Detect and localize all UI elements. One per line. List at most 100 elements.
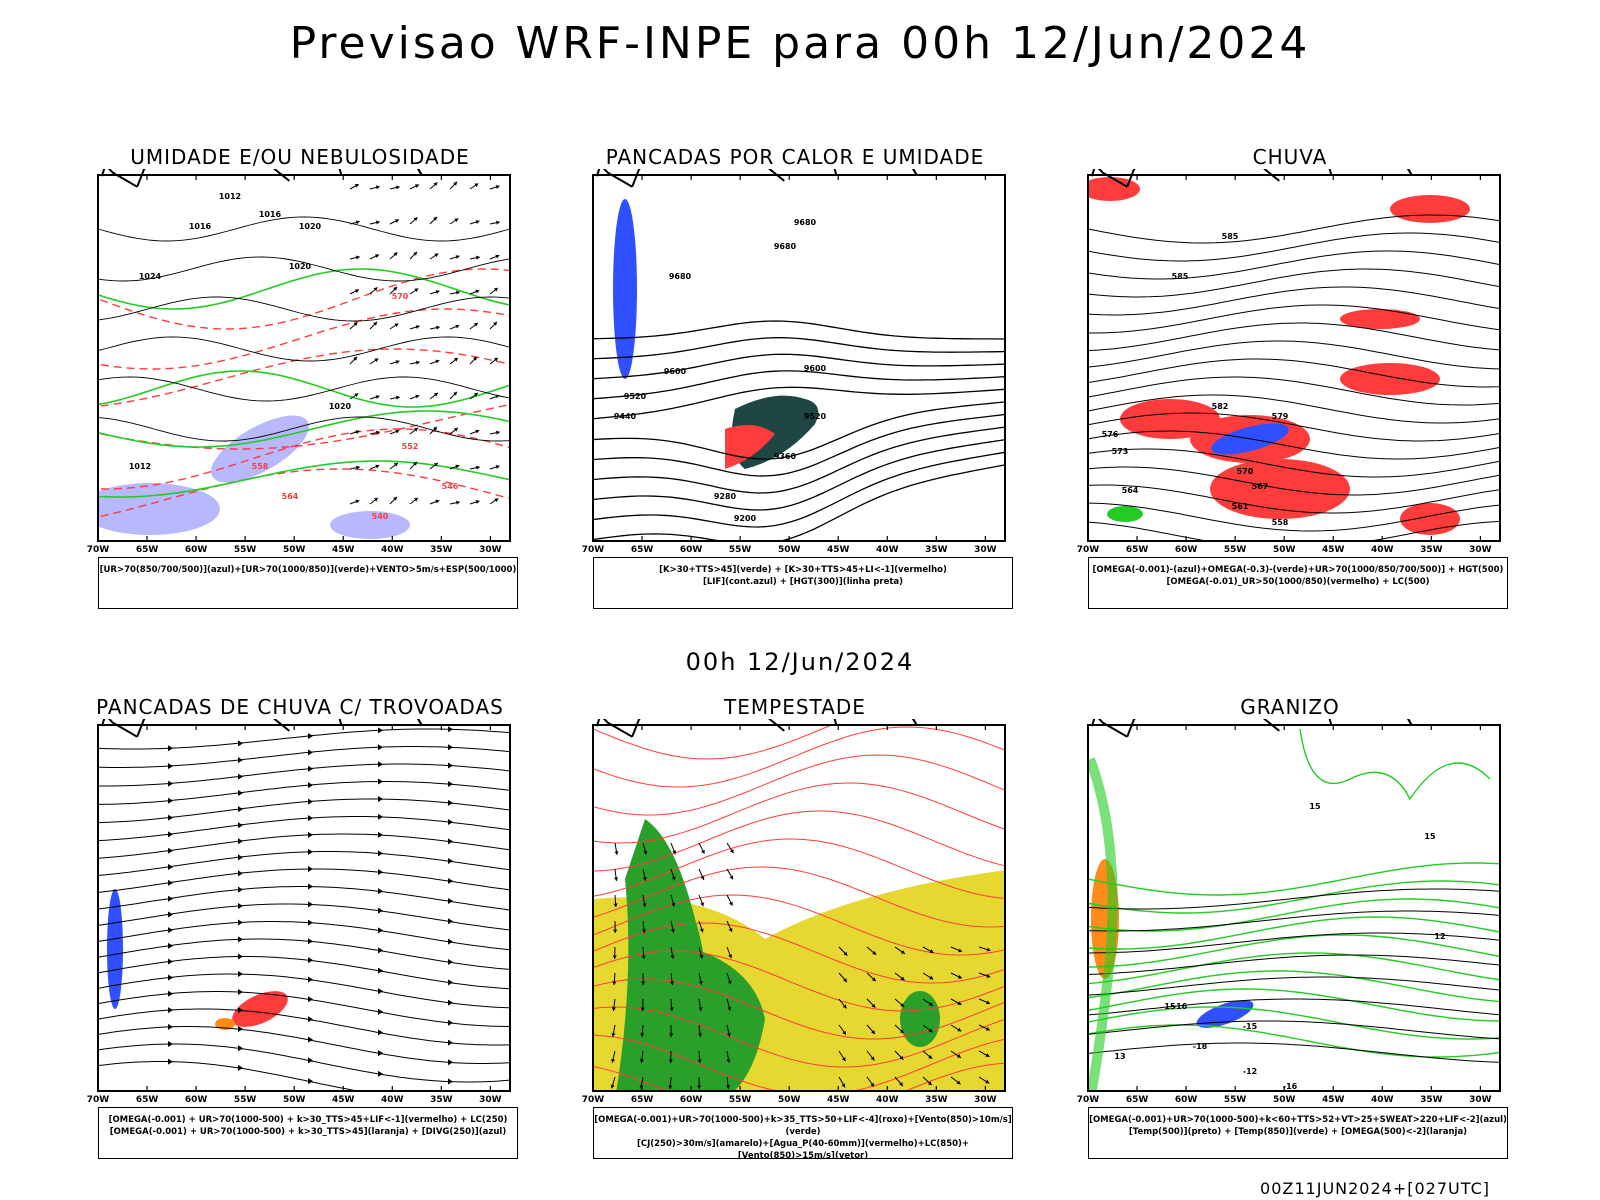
wind-vector-head — [900, 950, 905, 954]
wind-vector-head — [728, 954, 733, 959]
wind-vector-head — [495, 254, 500, 259]
wind-vector-head — [413, 217, 418, 222]
streamline-arrow — [168, 1007, 173, 1014]
streamline — [98, 798, 510, 824]
streamline-arrow — [308, 848, 313, 855]
streamline-arrow — [168, 763, 173, 770]
contour-label: 1020 — [289, 262, 312, 271]
pressure-contour — [98, 416, 510, 442]
wind-vector-head — [355, 499, 360, 504]
streamline — [1088, 376, 1500, 406]
contour-label: 9280 — [714, 492, 737, 501]
streamline-arrow — [168, 895, 173, 902]
wind-vector-head — [476, 465, 480, 470]
streamline-arrow — [238, 988, 243, 995]
contour-label: 564 — [282, 492, 299, 501]
pressure-contour — [98, 256, 510, 282]
streamline-arrow — [378, 796, 383, 803]
streamline-arrow — [238, 757, 243, 764]
streamline — [98, 851, 510, 877]
pressure-contour — [98, 376, 510, 402]
streamline-arrow — [448, 938, 453, 945]
hgt300-contour — [593, 413, 1005, 477]
streamline — [98, 1008, 510, 1046]
forecast-date: 00h 12/Jun/2024 — [685, 648, 915, 676]
wind-vector-head — [727, 980, 732, 985]
streamline-arrow — [168, 863, 173, 870]
lon-label: 50W — [1273, 1095, 1296, 1104]
streamline-arrow — [308, 782, 313, 789]
state-border — [631, 169, 641, 188]
streamline-850 — [593, 1034, 1005, 1091]
wind-vector-head — [986, 1000, 991, 1005]
divergence-area — [107, 889, 123, 1009]
state-border — [273, 719, 290, 732]
panel-title: PANCADAS POR CALOR E UMIDADE — [605, 145, 985, 169]
lon-label: 35W — [925, 1095, 948, 1104]
panel-pancadas-trovoadas: PANCADAS DE CHUVA C/ TROVOADAS 12S15S18S… — [60, 695, 540, 1195]
wind-vector-head — [986, 974, 991, 978]
lon-label: 65W — [631, 1095, 654, 1104]
wind-vector-head — [956, 1080, 961, 1085]
streamline — [1088, 484, 1500, 514]
wind-vector-head — [697, 1033, 703, 1037]
streamline-arrow — [378, 888, 383, 895]
map-layer: 15 15 12 15 13 -15 -16 -18 -12 -16 — [1088, 728, 1500, 1091]
lon-label: 45W — [332, 1095, 355, 1104]
wind-vector-head — [475, 500, 480, 504]
legend-line-2: [OMEGA(-0.01)_UR>50(1000/850)(vermelho) … — [1166, 577, 1430, 587]
instability-area — [215, 1018, 235, 1030]
streamline-arrow — [378, 947, 383, 954]
wind-vector-head — [436, 325, 440, 330]
wind-vector-head — [641, 929, 647, 933]
streamline-arrow — [238, 886, 243, 893]
legend-line-1: [OMEGA(-0.001)-(azul)+OMEGA(-0.3)-(verde… — [1092, 565, 1504, 575]
streamline — [1088, 358, 1500, 388]
wind-vector-head — [668, 1085, 673, 1089]
streamline-850 — [593, 726, 1005, 788]
wind-vector-head — [353, 322, 358, 327]
wind-vector-head — [668, 1059, 673, 1063]
lon-label: 55W — [729, 1095, 752, 1104]
lon-label: 40W — [1371, 1095, 1394, 1104]
streamline-arrow — [448, 1078, 453, 1085]
wind-vector-head — [727, 1006, 732, 1011]
streamline — [98, 1026, 510, 1064]
contour-label: -18 — [1193, 1042, 1208, 1051]
wind-vector-head — [669, 1007, 674, 1011]
wind-vector-head — [613, 903, 618, 907]
contour-label: 558 — [252, 462, 269, 471]
wind-vector-head — [957, 1027, 962, 1032]
contour-label: -16 — [1283, 1082, 1298, 1091]
streamline-arrow — [378, 869, 383, 876]
wind-vector-head — [394, 323, 399, 328]
hgt300-contour — [593, 353, 1005, 380]
lon-label: 35W — [1420, 1095, 1443, 1104]
state-border — [136, 719, 146, 738]
map-layer: 9680 9680 9680 9600 9520 9440 9360 9280 9200 9600… — [593, 199, 1005, 541]
humidity-1000-contour — [98, 460, 510, 498]
wind-vector-head — [475, 429, 480, 434]
legend-line-2: [LIF](cont.azul) + [HGT(300)](linha pret… — [702, 577, 904, 587]
streamline — [98, 886, 510, 911]
streamline-arrow — [448, 918, 453, 925]
wind-vector-head — [701, 849, 705, 854]
lon-label: 65W — [136, 545, 159, 554]
panel-title: CHUVA — [1252, 145, 1328, 169]
wind-vector-head — [871, 1003, 876, 1008]
lon-label: 40W — [876, 545, 899, 554]
run-timestamp: 00Z11JUN2024+[027UTC] — [1260, 1179, 1490, 1198]
wind-vector-head — [373, 287, 378, 292]
contour-label: 552 — [402, 442, 419, 451]
streamline-arrow — [308, 866, 313, 873]
legend-box: [OMEGA(-0.001)+UR>70(1000-500)+k<60+TTS>… — [1088, 1107, 1508, 1159]
temp850-contour — [1088, 916, 1500, 950]
streamline-850 — [593, 1062, 1005, 1091]
wind-vector-head — [375, 395, 380, 400]
lon-label: 30W — [1469, 1095, 1492, 1104]
contour-label: 12 — [1434, 932, 1445, 941]
wind-vector-head — [842, 1004, 847, 1009]
wind-vector-head — [670, 955, 675, 959]
contour-label: 573 — [1112, 447, 1129, 456]
lon-label: 60W — [185, 545, 208, 554]
